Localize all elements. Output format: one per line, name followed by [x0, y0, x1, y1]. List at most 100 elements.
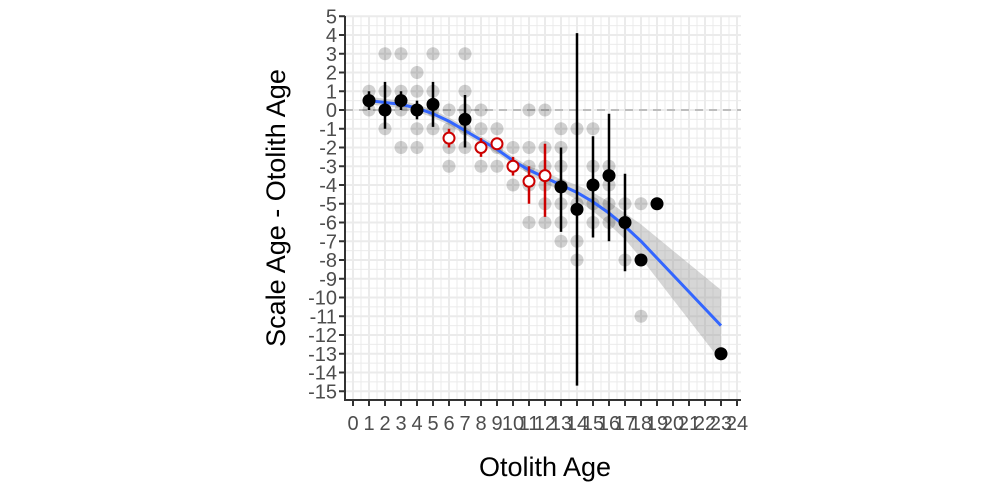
raw-point [410, 66, 424, 79]
x-tick-label: 4 [411, 413, 422, 435]
y-tick-label: -9 [319, 269, 337, 291]
x-tick-label: 14 [566, 413, 588, 435]
mean-point [570, 202, 584, 216]
x-tick-label: 24 [726, 413, 748, 435]
plot-grid [345, 15, 741, 400]
y-tick-label: -15 [308, 381, 337, 403]
raw-point [490, 122, 504, 136]
raw-point [522, 216, 536, 229]
raw-point [634, 309, 648, 323]
mean-point-significant [506, 159, 520, 173]
y-tick-label: -4 [319, 175, 337, 197]
mean-point-significant [442, 131, 456, 145]
x-tick-label: 3 [395, 413, 406, 435]
mean-point [602, 169, 616, 183]
mean-point [634, 253, 648, 267]
y-tick-label: -5 [319, 194, 337, 216]
y-axis-ticks: 543210-1-2-3-4-5-6-7-8-9-10-11-12-13-14-… [308, 6, 345, 403]
y-tick-label: -11 [310, 306, 337, 328]
y-tick-label: 4 [326, 25, 337, 47]
x-tick-label: 10 [502, 413, 524, 435]
raw-point [474, 159, 488, 173]
y-tick-label: -6 [319, 213, 337, 235]
x-tick-label: 18 [630, 413, 652, 435]
mean-point [650, 197, 664, 211]
y-tick-label: -1 [319, 119, 337, 141]
x-tick-label: 12 [534, 413, 556, 435]
raw-point [506, 178, 520, 192]
raw-points [362, 47, 728, 361]
mean-point [362, 94, 376, 108]
mean-point-significant [474, 141, 488, 154]
y-tick-label: -13 [308, 344, 337, 366]
mean-point [394, 94, 408, 108]
raw-point [426, 47, 440, 61]
mean-point [586, 178, 600, 192]
raw-point [538, 103, 552, 117]
raw-point [394, 141, 408, 154]
y-tick-label: 0 [326, 100, 337, 122]
x-axis-title: Otolith Age [479, 452, 611, 482]
y-tick-label: 1 [326, 81, 337, 103]
y-tick-label: -2 [319, 138, 337, 160]
raw-point [426, 122, 440, 136]
x-tick-label: 8 [475, 413, 486, 435]
mean-point [410, 103, 424, 117]
raw-point [474, 103, 488, 117]
mean-point [458, 112, 472, 126]
raw-point [522, 141, 536, 154]
raw-point [634, 197, 648, 211]
raw-point [554, 234, 568, 248]
y-tick-label: 3 [326, 44, 337, 66]
raw-point [586, 122, 600, 136]
raw-point [506, 141, 520, 154]
raw-point [522, 103, 536, 117]
mean-point-significant [538, 169, 552, 183]
x-tick-label: 9 [491, 413, 502, 435]
x-tick-label: 2 [379, 413, 390, 435]
raw-point [458, 47, 472, 61]
y-tick-label: -7 [319, 231, 337, 253]
mean-point [426, 97, 440, 111]
raw-point [458, 84, 472, 98]
y-tick-label: -8 [319, 250, 337, 272]
raw-point [442, 159, 456, 173]
x-tick-label: 22 [694, 413, 716, 435]
mean-point [378, 103, 392, 117]
raw-point [410, 122, 424, 136]
raw-point [554, 122, 568, 136]
mean-point [554, 180, 568, 194]
raw-point [410, 141, 424, 154]
x-tick-label: 1 [363, 413, 374, 435]
mean-point-significant [490, 137, 504, 151]
x-tick-label: 7 [459, 413, 470, 435]
x-tick-label: 13 [550, 413, 572, 435]
x-tick-label: 5 [427, 413, 438, 435]
axes [344, 16, 741, 401]
x-tick-label: 19 [646, 413, 668, 435]
x-tick-label: 0 [347, 413, 358, 435]
x-tick-label: 6 [443, 413, 454, 435]
raw-point [394, 47, 408, 61]
raw-point [538, 216, 552, 229]
y-axis-title: Scale Age - Otolith Age [261, 69, 291, 347]
x-tick-label: 20 [662, 413, 684, 435]
mean-point [714, 347, 728, 361]
y-tick-label: -10 [308, 288, 337, 310]
x-tick-label: 21 [678, 413, 700, 435]
x-tick-label: 17 [614, 413, 636, 435]
raw-point [490, 159, 504, 173]
raw-point [474, 122, 488, 136]
mean-point-significant [522, 174, 536, 188]
mean-point [618, 216, 632, 229]
x-tick-label: 11 [519, 413, 540, 435]
x-tick-label: 16 [598, 413, 620, 435]
x-tick-label: 23 [710, 413, 732, 435]
raw-point [442, 103, 456, 117]
y-tick-label: -3 [319, 156, 337, 178]
mean-points [362, 94, 728, 361]
y-tick-label: -12 [308, 325, 337, 347]
raw-point [410, 84, 424, 98]
x-tick-label: 15 [582, 413, 604, 435]
